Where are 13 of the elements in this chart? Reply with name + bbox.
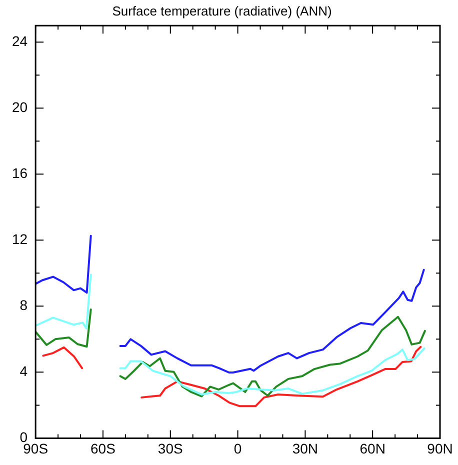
x-tick-label: 60N bbox=[360, 440, 386, 456]
x-tick-label: 0 bbox=[234, 440, 242, 456]
x-tick-label: 60S bbox=[90, 440, 116, 456]
x-tick-label: 90N bbox=[427, 440, 453, 456]
y-tick-label: 12 bbox=[12, 231, 28, 248]
chart-title: Surface temperature (radiative) (ANN) bbox=[112, 3, 332, 18]
y-tick-label: 4 bbox=[20, 363, 28, 380]
y-tick-label: 20 bbox=[12, 98, 28, 115]
x-tick-label: 30N bbox=[292, 440, 318, 456]
y-tick-label: 24 bbox=[12, 32, 28, 49]
x-tick-label: 30S bbox=[158, 440, 183, 456]
y-tick-label: 16 bbox=[12, 164, 28, 181]
y-tick-label: 8 bbox=[20, 297, 28, 314]
